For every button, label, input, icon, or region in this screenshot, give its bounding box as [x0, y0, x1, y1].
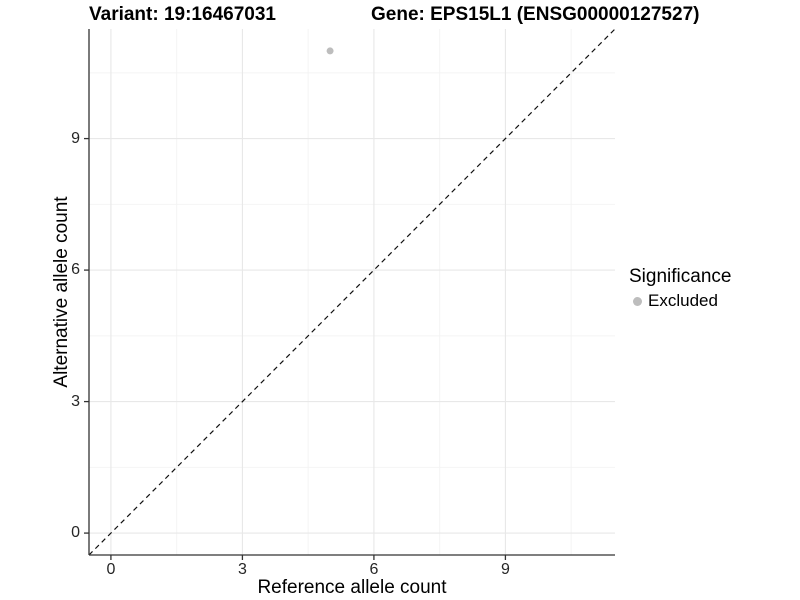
y-tick-label: 9	[71, 129, 80, 147]
y-tick-label: 6	[71, 261, 80, 279]
legend-item-label: Excluded	[648, 291, 718, 310]
gene-title: Gene: EPS15L1 (ENSG00000127527)	[371, 4, 700, 25]
x-tick-label: 3	[237, 561, 247, 578]
data-point	[326, 47, 334, 55]
x-tick-label: 9	[500, 561, 510, 578]
x-tick-label: 0	[106, 561, 116, 578]
variant-title: Variant: 19:16467031	[89, 4, 276, 25]
identity-dashed-line	[88, 28, 616, 556]
legend-title: Significance	[629, 266, 732, 287]
y-tick-label: 0	[71, 524, 80, 542]
y-tick-label: 3	[71, 392, 80, 410]
legend: Significance Excluded	[629, 266, 731, 311]
legend-point-icon	[633, 296, 642, 306]
legend-item-excluded: Excluded	[629, 291, 731, 311]
x-tick-label: 6	[369, 561, 379, 578]
x-axis-title: Reference allele count	[257, 577, 447, 598]
